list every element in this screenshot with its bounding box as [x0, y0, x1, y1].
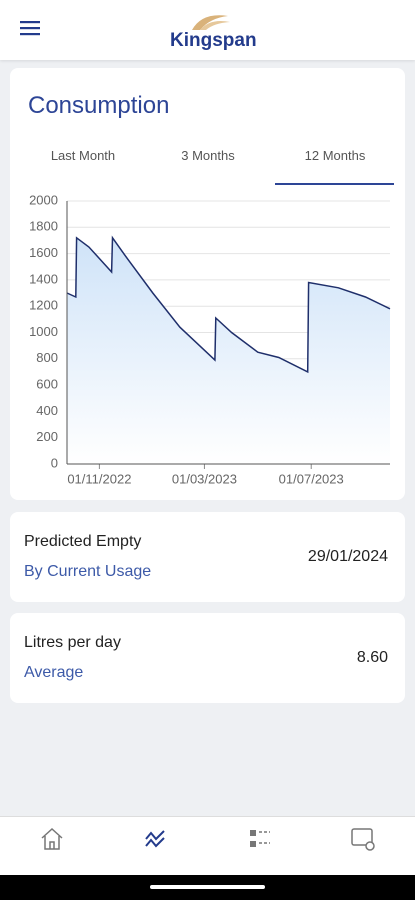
y-tick-label: 0 [51, 455, 58, 470]
value: 8.60 [356, 649, 388, 666]
chart-icon[interactable] [144, 827, 168, 851]
line [66, 235, 391, 374]
label: Predicted Empty [24, 533, 142, 550]
y-tick-label: 2000 [29, 192, 58, 207]
area [67, 237, 390, 464]
card-title: Consumption [28, 92, 170, 119]
logo: Kingspan [170, 30, 257, 51]
value: 29/01/2024 [307, 548, 388, 565]
x-tick-label: 01/11/2022 [67, 471, 131, 486]
y-tick-label: 1400 [29, 271, 58, 286]
x-tick-label: 01/07/2023 [279, 471, 344, 486]
chart: 0 200 400 600 800 1000 1200 1400 1600 1800 2000 01/… [29, 192, 391, 486]
logo-mark [192, 15, 230, 30]
menu-button[interactable] [20, 20, 40, 36]
list-icon[interactable] [248, 827, 272, 851]
device-icon[interactable] [350, 827, 378, 853]
y-tick-label: 600 [36, 377, 58, 392]
litres-card: Litres per day Average 8.60 [10, 613, 405, 703]
y-tick-label: 1600 [29, 245, 58, 260]
y-tick-label: 1000 [29, 324, 58, 339]
header: Kingspan [0, 0, 415, 60]
predicted-card: Predicted Empty By Current Usage 29/01/2… [10, 512, 405, 602]
y-tick-label: 400 [36, 403, 58, 418]
tab[interactable]: 3 Months [181, 148, 235, 163]
home-icon[interactable] [40, 827, 64, 851]
sublabel: By Current Usage [24, 563, 152, 580]
tab[interactable]: Last Month [50, 148, 116, 163]
sublabel: Average [24, 664, 84, 681]
label: Litres per day [24, 634, 121, 651]
y-tick-label: 1200 [29, 298, 58, 313]
tab[interactable]: 12 Months [304, 148, 366, 163]
y-tick-label: 800 [36, 350, 58, 365]
bottom-nav [0, 816, 415, 876]
tab-underline [275, 183, 394, 185]
x-tick-label: 01/03/2023 [172, 471, 237, 486]
system-bar [0, 875, 415, 900]
y-tick-label: 1800 [29, 219, 58, 234]
y-tick-label: 200 [36, 429, 58, 444]
home-indicator [150, 885, 265, 889]
